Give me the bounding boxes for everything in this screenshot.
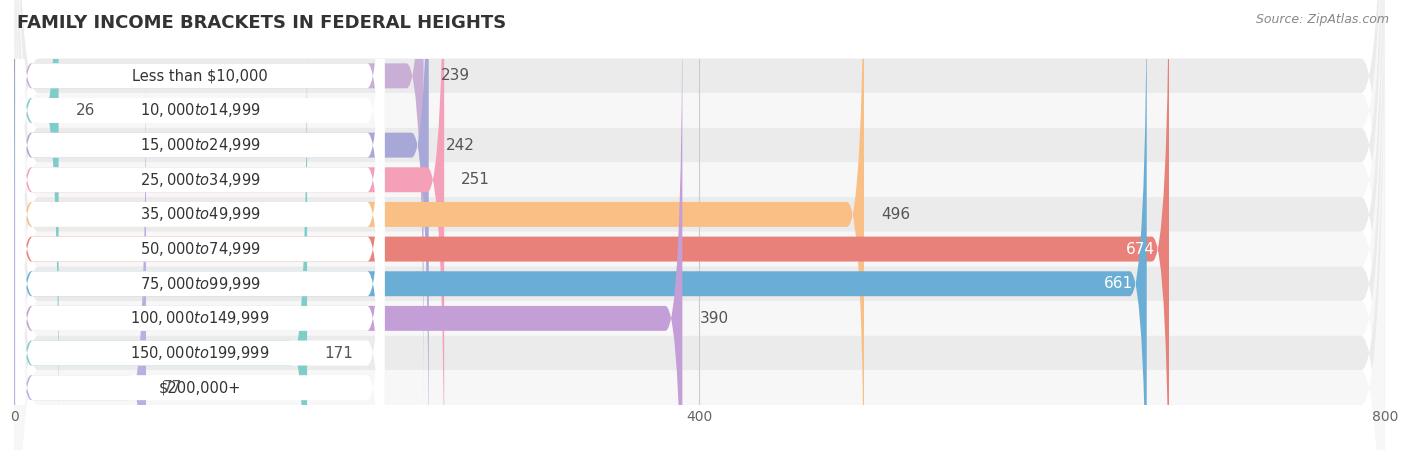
FancyBboxPatch shape: [14, 0, 1385, 450]
FancyBboxPatch shape: [14, 0, 1385, 450]
Text: 26: 26: [76, 103, 96, 118]
Text: $15,000 to $24,999: $15,000 to $24,999: [139, 136, 260, 154]
Text: Less than $10,000: Less than $10,000: [132, 68, 269, 83]
FancyBboxPatch shape: [14, 0, 1385, 450]
Text: 171: 171: [325, 346, 353, 360]
FancyBboxPatch shape: [14, 0, 423, 410]
Text: 77: 77: [163, 380, 183, 395]
Text: $10,000 to $14,999: $10,000 to $14,999: [139, 101, 260, 119]
FancyBboxPatch shape: [14, 0, 444, 450]
FancyBboxPatch shape: [15, 0, 384, 450]
FancyBboxPatch shape: [14, 19, 307, 450]
FancyBboxPatch shape: [14, 0, 59, 445]
Text: $150,000 to $199,999: $150,000 to $199,999: [131, 344, 270, 362]
FancyBboxPatch shape: [14, 0, 1147, 450]
Text: 242: 242: [446, 138, 475, 153]
FancyBboxPatch shape: [15, 0, 384, 450]
Text: 674: 674: [1126, 242, 1156, 256]
FancyBboxPatch shape: [14, 0, 1385, 450]
Text: 251: 251: [461, 172, 491, 187]
Text: $35,000 to $49,999: $35,000 to $49,999: [139, 205, 260, 223]
FancyBboxPatch shape: [14, 0, 1385, 450]
FancyBboxPatch shape: [15, 0, 384, 445]
FancyBboxPatch shape: [14, 0, 1385, 450]
FancyBboxPatch shape: [14, 0, 429, 450]
FancyBboxPatch shape: [14, 54, 146, 450]
FancyBboxPatch shape: [14, 0, 1385, 450]
FancyBboxPatch shape: [15, 0, 384, 450]
FancyBboxPatch shape: [15, 54, 384, 450]
Text: 239: 239: [440, 68, 470, 83]
Text: $100,000 to $149,999: $100,000 to $149,999: [131, 310, 270, 327]
Text: 661: 661: [1104, 276, 1133, 291]
FancyBboxPatch shape: [14, 0, 682, 450]
Text: Source: ZipAtlas.com: Source: ZipAtlas.com: [1256, 14, 1389, 27]
Text: $200,000+: $200,000+: [159, 380, 242, 395]
Text: $75,000 to $99,999: $75,000 to $99,999: [139, 274, 260, 292]
FancyBboxPatch shape: [14, 0, 1385, 450]
Text: $25,000 to $34,999: $25,000 to $34,999: [139, 171, 260, 189]
FancyBboxPatch shape: [14, 0, 1385, 450]
Text: 390: 390: [700, 311, 728, 326]
FancyBboxPatch shape: [15, 19, 384, 450]
FancyBboxPatch shape: [15, 0, 384, 410]
Text: FAMILY INCOME BRACKETS IN FEDERAL HEIGHTS: FAMILY INCOME BRACKETS IN FEDERAL HEIGHT…: [17, 14, 506, 32]
FancyBboxPatch shape: [14, 0, 863, 450]
FancyBboxPatch shape: [14, 0, 1168, 450]
FancyBboxPatch shape: [15, 0, 384, 450]
Text: $50,000 to $74,999: $50,000 to $74,999: [139, 240, 260, 258]
FancyBboxPatch shape: [14, 0, 1385, 450]
FancyBboxPatch shape: [15, 0, 384, 450]
Text: 496: 496: [882, 207, 910, 222]
FancyBboxPatch shape: [15, 0, 384, 450]
